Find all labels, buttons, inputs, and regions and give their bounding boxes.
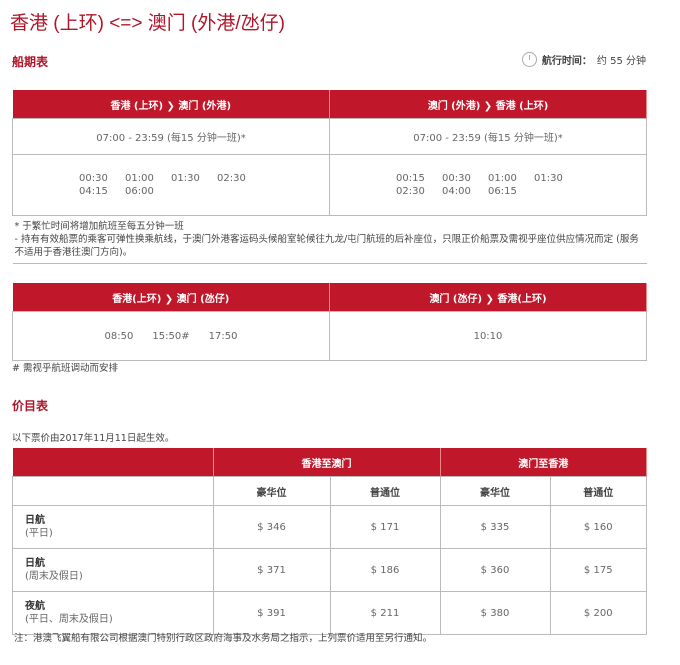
class-deluxe: 豪华位 [439, 476, 551, 506]
departure-time: 02:30 [396, 186, 425, 197]
fare-type-name: 日航 [25, 515, 45, 526]
fare-price: $ 335 [439, 505, 551, 549]
fare-price: $ 175 [549, 548, 647, 592]
night-times-1: 00:30 01:00 01:30 02:30 04:15 06:00 [79, 172, 263, 198]
fare-type-name: 日航 [25, 558, 45, 569]
duration-label: 航行时间： [541, 56, 592, 67]
fare-type-sub: (平日) [25, 528, 53, 539]
departure-time: 17:50 [208, 330, 238, 342]
taipa-times-2: 10:10 [329, 311, 647, 361]
schedule-heading: 船期表 [12, 55, 49, 69]
fare-type-name: 夜航 [25, 601, 45, 612]
clock-icon [521, 52, 537, 67]
fare-row: 夜航 (平日、周末及假日) $ 391 $ 211 $ 380 $ 200 [12, 591, 647, 635]
note-flexible: - 持有有效船票的乘客可弹性换乘航线，于澳门外港客运码头候船室轮候往九龙/屯门航… [14, 234, 639, 258]
dir-macau-hk: 澳门至香港 [440, 448, 647, 477]
fares-heading: 价目表 [12, 399, 49, 413]
departure-time: 10:10 [473, 330, 503, 342]
departure-time: 01:30 [171, 173, 200, 184]
duration-info: 航行时间： 约 55 分钟 [521, 52, 646, 67]
fare-price: $ 171 [329, 505, 441, 549]
departure-time: 06:00 [125, 186, 154, 197]
fare-price: $ 360 [439, 548, 551, 592]
class-economy: 普通位 [329, 476, 441, 506]
fare-type: 日航 (平日) [12, 505, 214, 549]
departure-time: 01:00 [125, 173, 154, 184]
night-times-2: 00:15 00:30 01:00 01:30 02:30 04:00 06:15 [396, 172, 580, 198]
dir-hk-macau: 香港至澳门 [213, 448, 441, 477]
departure-time: 01:00 [488, 173, 517, 184]
col-macau-to-hk: 澳门 (外港) ❯ 香港 (上环) [329, 90, 647, 119]
fare-price: $ 371 [212, 548, 331, 592]
departure-time: 08:50 [104, 330, 134, 342]
class-deluxe: 豪华位 [212, 476, 331, 506]
col-hk-to-taipa: 香港(上环) ❯ 澳门 (氹仔) [12, 283, 330, 312]
fare-row: 日航 (平日) $ 346 $ 171 $ 335 $ 160 [12, 505, 647, 549]
taipa-note: # 需视乎航班调动而安排 [12, 363, 118, 374]
note-frequency: * 于繁忙时间将增加航班至每五分钟一班 [14, 221, 184, 232]
fare-price: $ 160 [549, 505, 647, 549]
fare-type-sub: (平日、周末及假日) [25, 614, 113, 625]
frequency-1: 07:00 - 23:59 (每15 分钟一班)* [12, 118, 330, 155]
frequency-2: 07:00 - 23:59 (每15 分钟一班)* [329, 118, 647, 155]
departure-time: 06:15 [488, 186, 517, 197]
fare-type-sub: (周末及假日) [25, 571, 83, 582]
departure-time: 02:30 [217, 173, 246, 184]
fares-table: 香港至澳门 澳门至香港 豪华位 普通位 豪华位 普通位 日航 (平日) $ 346 $ 171… [12, 448, 647, 635]
fare-price: $ 200 [549, 591, 647, 635]
fares-effective: 以下票价由2017年11月11日起生效。 [12, 433, 175, 444]
col-taipa-to-hk: 澳门 (氹仔) ❯ 香港(上环) [329, 283, 647, 312]
departure-time: 04:15 [79, 186, 108, 197]
fare-price: $ 186 [329, 548, 441, 592]
departure-time: 04:00 [442, 186, 471, 197]
fare-type: 夜航 (平日、周末及假日) [12, 591, 214, 635]
fare-type: 日航 (周末及假日) [12, 548, 214, 592]
page-title: 香港 (上环) <=> 澳门 (外港/氹仔) [10, 13, 285, 34]
fares-note: 注：港澳飞翼船有限公司根据澳门特别行政区政府海事及水务局之指示，上列票价适用至另… [14, 633, 433, 644]
taipa-times-1: 08:50 15:50# 17:50 [12, 311, 330, 361]
departure-time: 15:50# [152, 330, 190, 342]
fare-row: 日航 (周末及假日) $ 371 $ 186 $ 360 $ 175 [12, 548, 647, 592]
departure-time: 00:30 [442, 173, 471, 184]
departure-time: 01:30 [534, 173, 563, 184]
fare-price: $ 380 [439, 591, 551, 635]
duration-value: 约 55 分钟 [596, 56, 646, 67]
schedule-table-taipa: 香港(上环) ❯ 澳门 (氹仔) 澳门 (氹仔) ❯ 香港(上环) 08:50 1… [12, 283, 647, 361]
departure-time: 00:15 [396, 173, 425, 184]
fare-price: $ 211 [329, 591, 441, 635]
schedule-table-outer-harbour: 香港 (上环) ❯ 澳门 (外港) 澳门 (外港) ❯ 香港 (上环) 07:00… [12, 90, 647, 264]
fare-price: $ 391 [212, 591, 331, 635]
class-economy: 普通位 [549, 476, 647, 506]
fare-price: $ 346 [212, 505, 331, 549]
col-hk-to-macau: 香港 (上环) ❯ 澳门 (外港) [12, 90, 330, 119]
departure-time: 00:30 [79, 173, 108, 184]
